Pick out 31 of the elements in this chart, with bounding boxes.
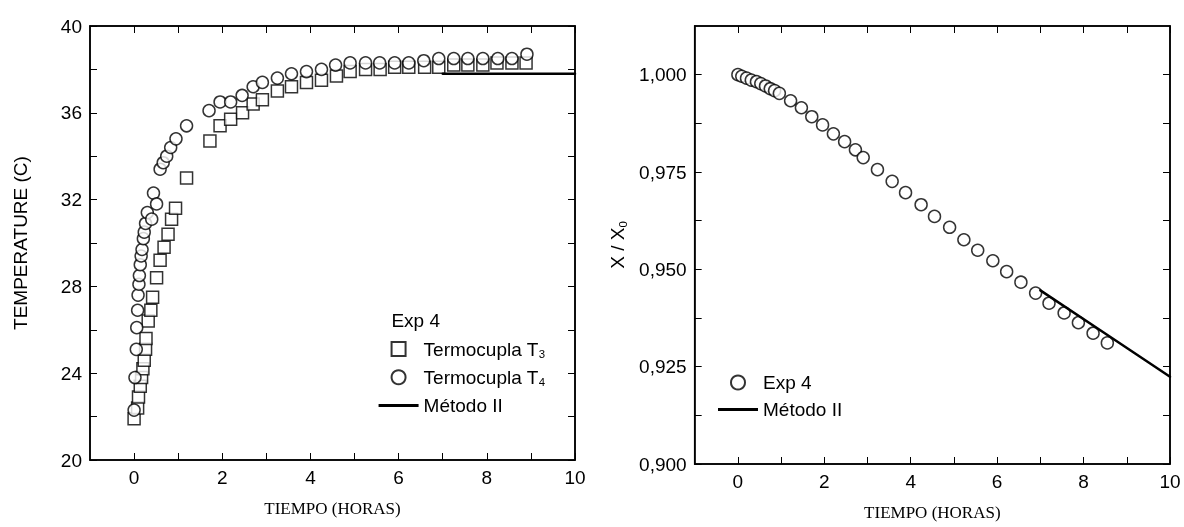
x-tick-label: 2 <box>819 471 830 492</box>
x-tick-label: 8 <box>481 467 493 488</box>
legend-label: Método II <box>763 399 843 420</box>
legend-title: Exp 4 <box>391 310 441 331</box>
y-tick-label: 0,925 <box>639 356 687 378</box>
y-tick-label: 40 <box>60 15 82 37</box>
y-tick-label: 20 <box>60 449 82 471</box>
y-tick-label: 24 <box>60 362 83 384</box>
y-tick-label: 0,950 <box>639 258 687 280</box>
x-tick-label: 6 <box>393 467 404 488</box>
y-tick-label: 36 <box>60 102 82 124</box>
y-tick-label: 28 <box>60 275 82 297</box>
y-tick-label: 32 <box>60 189 82 211</box>
x-tick-label: 10 <box>1159 471 1181 492</box>
x-tick-label: 4 <box>905 471 917 492</box>
y-tick-label: 1,000 <box>639 64 687 86</box>
x-tick-label: 8 <box>1078 471 1089 492</box>
x-tick-label: 6 <box>991 471 1003 492</box>
y-tick-label: 0,975 <box>639 161 687 183</box>
y-tick-label: 0,900 <box>639 453 687 475</box>
x-tick-label: 0 <box>128 467 140 488</box>
x-tick-label: 4 <box>305 467 317 488</box>
legend-label: Exp 4 <box>763 372 813 393</box>
y-axis-title: TEMPERATURE (C) <box>10 156 31 330</box>
x-tick-label: 0 <box>732 471 744 492</box>
legend-label: Método II <box>423 395 503 416</box>
x-tick-label: 10 <box>564 467 586 488</box>
y-axis-title: X / X0 <box>607 221 629 269</box>
x-tick-label: 2 <box>216 467 228 488</box>
x-axis-title: TIEMPO (HORAS) <box>264 499 401 518</box>
x-axis-title: TIEMPO (HORAS) <box>864 503 1001 522</box>
